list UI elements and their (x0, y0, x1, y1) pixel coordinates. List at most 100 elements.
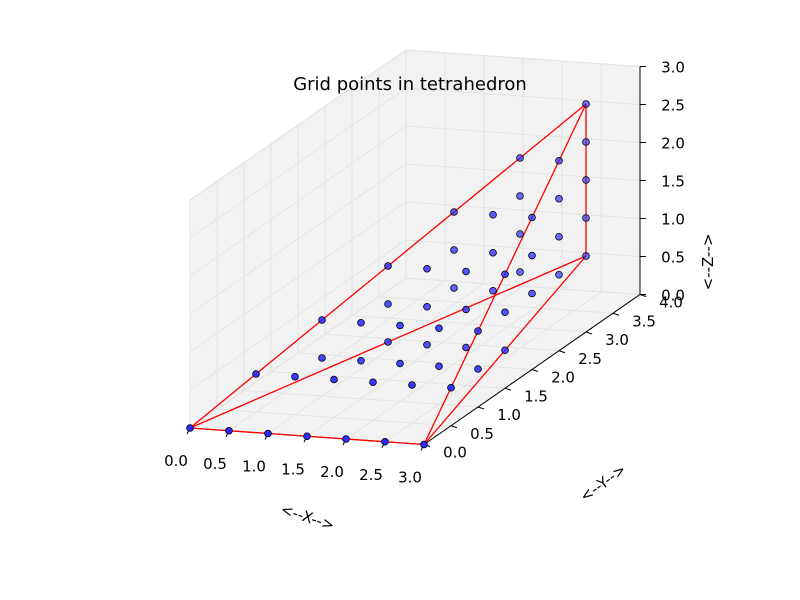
y-axis-label: <--Y--> (577, 460, 630, 505)
y-tick-mark (585, 331, 593, 335)
data-point (528, 289, 536, 298)
grid-line-z-wall (189, 49, 407, 201)
data-point (225, 426, 233, 435)
grid-line-y-floor (297, 352, 533, 370)
data-point (303, 432, 311, 441)
data-point (435, 324, 443, 333)
z-tick-label: 1.0 (661, 211, 685, 229)
data-point (408, 381, 416, 389)
data-point (582, 252, 590, 260)
data-point (264, 429, 272, 438)
data-point (357, 318, 365, 327)
data-point (384, 338, 392, 346)
grid-line-z-wall (189, 239, 407, 391)
x-tick-label: 0.5 (203, 455, 227, 473)
data-point (555, 194, 563, 203)
grid-line-y-floor (351, 315, 587, 333)
y-tick-label: 0.0 (443, 444, 467, 462)
x-tick-label: 1.0 (242, 458, 266, 476)
x-axis-label: <--X--> (278, 500, 336, 534)
data-point (462, 305, 470, 314)
data-point (342, 435, 350, 443)
data-point (384, 262, 392, 270)
grid-line-z-wall (189, 277, 407, 429)
data-point (474, 365, 482, 373)
data-point (396, 359, 404, 368)
data-point (330, 375, 338, 384)
data-point (582, 176, 590, 184)
data-point (528, 213, 536, 222)
grid-line-z-back (405, 201, 641, 219)
y-tick-mark (612, 312, 620, 316)
y-tick-label: 3.5 (632, 312, 656, 330)
x-tick-label: 0.0 (164, 452, 188, 470)
grid-line-y-floor (270, 371, 506, 389)
data-point (318, 316, 326, 324)
data-point (582, 214, 590, 222)
data-point (381, 437, 389, 446)
y-tick-label: 4.0 (659, 294, 683, 312)
y-tick-label: 3.0 (605, 331, 629, 349)
grid-line-y-floor (243, 390, 479, 408)
data-point (501, 270, 509, 279)
data-point (582, 100, 590, 108)
grid-line-z-wall (189, 201, 407, 353)
data-point (252, 370, 260, 378)
y-tick-label: 1.5 (524, 387, 548, 405)
y-tick-label: 2.0 (551, 369, 575, 387)
z-axis-label: <--Z--> (699, 234, 717, 291)
z-tick-label: 0.5 (661, 249, 685, 267)
tick-group: 0.0 0.5 1.0 1.5 2.0 2.5 3.00.00.51.01.52.02.53… (164, 59, 685, 487)
data-point (555, 156, 563, 165)
data-point (291, 372, 299, 381)
x-tick-label: 1.5 (281, 460, 305, 478)
data-point (357, 356, 365, 365)
data-point (516, 192, 524, 200)
data-point (186, 424, 194, 432)
data-point (516, 154, 524, 162)
data-point (423, 302, 431, 311)
data-point (450, 284, 458, 292)
grid-line-z-wall (189, 87, 407, 239)
data-point (435, 362, 443, 371)
y-tick-label: 0.5 (470, 425, 494, 443)
data-point (489, 210, 497, 219)
z-tick-label: 1.5 (661, 173, 685, 191)
grid-line-y-floor (216, 408, 452, 427)
data-point (555, 232, 563, 241)
y-tick-label: 2.5 (578, 350, 602, 368)
data-point (369, 378, 377, 387)
y-tick-label: 1.0 (497, 406, 521, 424)
data-point (420, 440, 428, 449)
y-tick-mark (504, 387, 512, 391)
grid-line-y-floor (378, 296, 614, 314)
grid-line-z-back (405, 239, 641, 257)
x-tick-label: 2.0 (320, 463, 344, 481)
data-point (489, 248, 497, 257)
z-tick-label: 2.5 (661, 97, 685, 115)
y-tick-mark (531, 369, 539, 372)
grid-line-z-back (405, 87, 641, 105)
data-point (423, 264, 431, 273)
data-point (450, 246, 458, 254)
x-tick-label: 2.5 (359, 466, 383, 484)
chart-title: Grid points in tetrahedron (293, 74, 527, 95)
grid-line-z-back (405, 49, 641, 67)
data-point (318, 354, 326, 362)
data-point (396, 321, 404, 330)
data-point (450, 208, 458, 216)
data-point (501, 308, 509, 317)
grid-line-z-back (405, 277, 641, 295)
data-point (489, 286, 497, 295)
grid-points (186, 100, 590, 449)
data-point (462, 343, 470, 352)
z-tick-label: 0.0 (661, 287, 685, 305)
data-point (384, 300, 392, 308)
data-point (516, 230, 524, 238)
x-tick-label: 3.0 (398, 469, 422, 487)
z-tick-label: 3.0 (661, 59, 685, 77)
y-tick-mark (558, 350, 566, 354)
y-tick-mark (477, 406, 485, 410)
data-point (423, 340, 431, 349)
